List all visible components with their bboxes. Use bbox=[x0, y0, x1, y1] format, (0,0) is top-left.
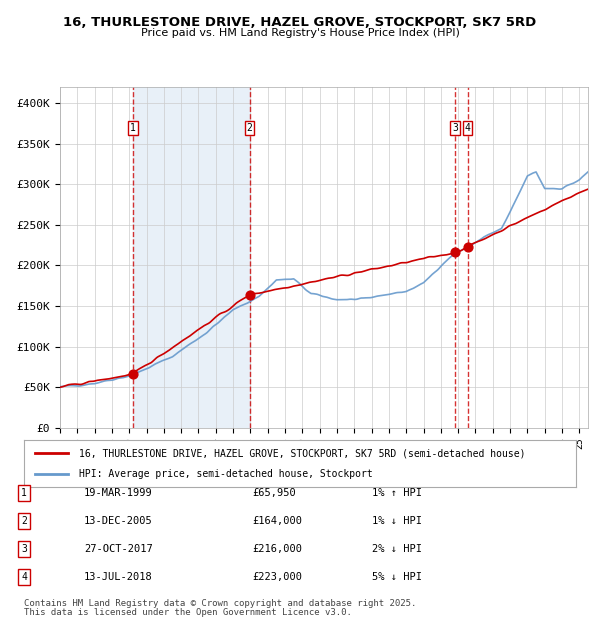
Text: £164,000: £164,000 bbox=[252, 516, 302, 526]
Text: 16, THURLESTONE DRIVE, HAZEL GROVE, STOCKPORT, SK7 5RD (semi-detached house): 16, THURLESTONE DRIVE, HAZEL GROVE, STOC… bbox=[79, 448, 526, 458]
Text: 5% ↓ HPI: 5% ↓ HPI bbox=[372, 572, 422, 582]
Text: 1: 1 bbox=[130, 123, 136, 133]
Text: 1% ↓ HPI: 1% ↓ HPI bbox=[372, 516, 422, 526]
Text: £223,000: £223,000 bbox=[252, 572, 302, 582]
Text: 1% ↑ HPI: 1% ↑ HPI bbox=[372, 488, 422, 498]
Text: 13-JUL-2018: 13-JUL-2018 bbox=[84, 572, 153, 582]
Text: HPI: Average price, semi-detached house, Stockport: HPI: Average price, semi-detached house,… bbox=[79, 469, 373, 479]
Text: 19-MAR-1999: 19-MAR-1999 bbox=[84, 488, 153, 498]
Point bbox=[128, 370, 137, 379]
Text: Contains HM Land Registry data © Crown copyright and database right 2025.: Contains HM Land Registry data © Crown c… bbox=[24, 598, 416, 608]
Text: 3: 3 bbox=[21, 544, 27, 554]
Bar bbox=[133, 87, 250, 428]
Text: 27-OCT-2017: 27-OCT-2017 bbox=[84, 544, 153, 554]
Text: 16, THURLESTONE DRIVE, HAZEL GROVE, STOCKPORT, SK7 5RD: 16, THURLESTONE DRIVE, HAZEL GROVE, STOC… bbox=[64, 16, 536, 29]
Text: Price paid vs. HM Land Registry's House Price Index (HPI): Price paid vs. HM Land Registry's House … bbox=[140, 28, 460, 38]
Point bbox=[463, 242, 472, 252]
Text: £216,000: £216,000 bbox=[252, 544, 302, 554]
Text: 2% ↓ HPI: 2% ↓ HPI bbox=[372, 544, 422, 554]
Text: 13-DEC-2005: 13-DEC-2005 bbox=[84, 516, 153, 526]
Point bbox=[245, 290, 254, 299]
Text: This data is licensed under the Open Government Licence v3.0.: This data is licensed under the Open Gov… bbox=[24, 608, 352, 617]
Text: £65,950: £65,950 bbox=[252, 488, 296, 498]
Text: 4: 4 bbox=[464, 123, 470, 133]
Text: 3: 3 bbox=[452, 123, 458, 133]
Text: 2: 2 bbox=[21, 516, 27, 526]
Text: 4: 4 bbox=[21, 572, 27, 582]
Text: 2: 2 bbox=[247, 123, 253, 133]
Text: 1: 1 bbox=[21, 488, 27, 498]
Point bbox=[450, 247, 460, 257]
